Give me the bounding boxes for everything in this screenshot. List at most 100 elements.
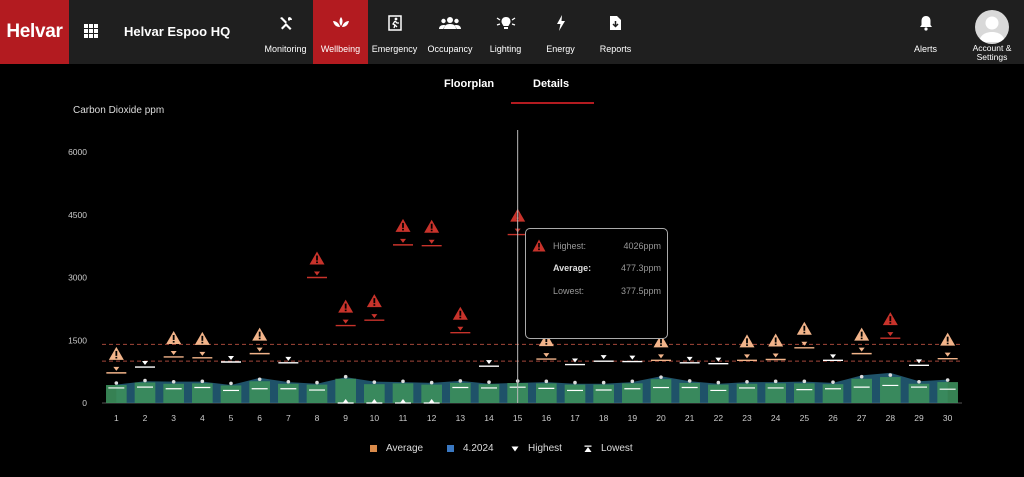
alarm-warning-icon [532, 239, 546, 252]
warning-icon-bar [860, 331, 863, 337]
series-swatch [447, 445, 454, 452]
average-dot [171, 379, 176, 384]
x-tick-label: 11 [399, 413, 408, 423]
chart-tooltip: Highest: 4026ppm Average: 477.3ppm Lowes… [525, 228, 668, 339]
legend-series[interactable]: 4.2024 [447, 443, 494, 454]
highest-marker [600, 355, 607, 360]
highest-marker [486, 360, 492, 365]
highest-marker [199, 351, 206, 356]
helvar-logo[interactable]: Helvar [0, 0, 69, 64]
y-tick-label: 0 [82, 398, 87, 408]
report-icon [609, 13, 622, 33]
highest-marker [543, 353, 550, 358]
nav-label: Monitoring [264, 44, 307, 54]
average-dot [917, 379, 921, 384]
nav-occupancy[interactable]: Occupancy [422, 0, 478, 64]
warning-icon-dot [660, 344, 662, 346]
warning-icon-dot [545, 343, 548, 345]
warning-icon-bar [459, 310, 462, 316]
warning-icon-dot [746, 344, 748, 346]
x-tick-label: 22 [714, 413, 724, 423]
nav-monitoring[interactable]: Monitoring [258, 0, 313, 64]
average-dot [859, 374, 864, 379]
x-tick-label: 6 [257, 413, 262, 423]
legend-lowest[interactable]: Lowest [584, 443, 633, 454]
warning-icon-dot [430, 229, 433, 232]
nav-reports[interactable]: Reports [588, 0, 643, 64]
avatar[interactable] [975, 10, 1009, 44]
average-dot [200, 379, 205, 384]
average-dot [229, 381, 233, 386]
alerts-button[interactable]: Alerts [898, 0, 953, 64]
average-dot [401, 379, 405, 384]
average-bar [220, 385, 242, 403]
average-dot [945, 378, 950, 382]
average-bar [192, 383, 213, 403]
highest-marker [170, 350, 177, 355]
highest-marker [887, 332, 894, 337]
nav-wellbeing[interactable]: Wellbeing [313, 0, 368, 64]
average-bar [335, 378, 356, 403]
highest-marker [801, 341, 808, 346]
warning-icon-dot [373, 304, 376, 306]
warning-icon-dot [803, 331, 806, 334]
average-dot [286, 379, 291, 384]
tooltip-lowest-value: 377.5ppm [620, 286, 661, 296]
x-tick-label: 19 [628, 413, 638, 423]
highest-marker [457, 326, 464, 331]
bell-icon [919, 13, 933, 33]
tab-floorplan[interactable]: Floorplan [444, 78, 495, 90]
legend-average[interactable]: Average [370, 443, 423, 454]
average-bar [851, 378, 872, 403]
account-label-line1: Account & [972, 43, 1012, 53]
warning-icon-bar [430, 223, 433, 229]
top-bar: Helvar Helvar Espoo HQ Monitoring Wellbe… [0, 0, 1024, 64]
average-bar [822, 384, 844, 403]
x-tick-label: 26 [828, 413, 838, 423]
view-tabs: Floorplan Details [0, 64, 1024, 106]
x-tick-label: 9 [343, 413, 348, 423]
y-tick-label: 4500 [68, 210, 87, 220]
warning-icon-bar [660, 338, 662, 344]
nav-lighting[interactable]: Lighting [478, 0, 533, 64]
apps-grid-icon[interactable] [84, 24, 98, 38]
average-swatch [370, 445, 377, 452]
warning-icon-bar [316, 255, 318, 261]
warning-icon-bar [172, 334, 175, 340]
warning-icon-dot [889, 322, 892, 324]
account-settings-label[interactable]: Account & Settings [960, 44, 1024, 62]
average-bar [593, 384, 614, 403]
tooltip-highest-label: Highest: [553, 241, 587, 251]
x-tick-label: 28 [886, 413, 896, 423]
highest-marker [113, 366, 120, 371]
bolt-icon [556, 13, 566, 33]
highest-marker [830, 354, 836, 359]
tooltip-highest-value: 4026ppm [623, 241, 661, 251]
tab-details[interactable]: Details [533, 78, 570, 90]
highest-marker [629, 355, 636, 360]
average-bar [421, 384, 442, 403]
legend-average-label: Average [386, 443, 424, 454]
lighting-icon [496, 13, 516, 33]
x-tick-label: 23 [742, 413, 752, 423]
highest-marker [400, 238, 406, 243]
nav-emergency[interactable]: Emergency [367, 0, 422, 64]
nav-label: Occupancy [427, 44, 473, 54]
tooltip-average-label: Average: [553, 263, 592, 273]
average-bar [278, 383, 299, 403]
average-bar [134, 382, 156, 403]
warning-icon-bar [402, 222, 404, 228]
warning-icon-dot [201, 341, 204, 344]
average-dot [687, 379, 692, 383]
lowest-marker [423, 399, 440, 404]
warning-icon-bar [889, 316, 892, 322]
nav-energy[interactable]: Energy [533, 0, 588, 64]
x-tick-label: 7 [286, 413, 291, 423]
average-dot [716, 380, 721, 385]
legend-highest[interactable]: Highest [511, 443, 562, 454]
site-title[interactable]: Helvar Espoo HQ [124, 24, 231, 39]
average-bar [765, 383, 786, 403]
average-dot [888, 373, 893, 377]
average-dot [458, 379, 463, 383]
